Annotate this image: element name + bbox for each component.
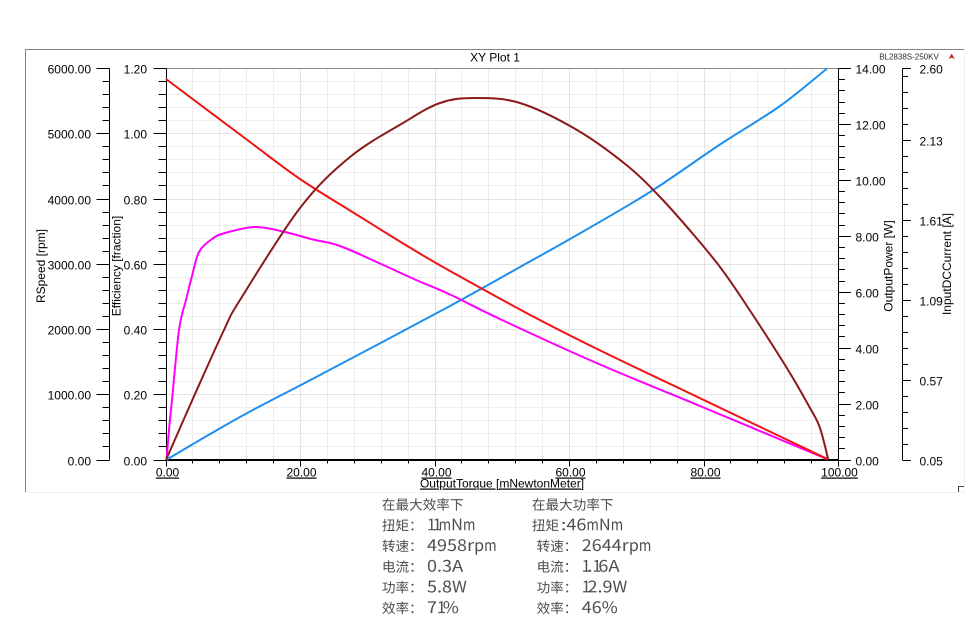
svg-text:1.09: 1.09 [920,294,944,308]
svg-text:0.60: 0.60 [124,258,148,272]
svg-text:5000.00: 5000.00 [48,127,92,141]
svg-text:0.05: 0.05 [920,454,944,468]
svg-text:12.00: 12.00 [856,118,886,132]
svg-text:InputDCCurrent [A]: InputDCCurrent [A] [940,213,954,315]
svg-text:20.00: 20.00 [286,466,316,480]
svg-text:0.40: 0.40 [124,323,148,337]
svg-text:4000.00: 4000.00 [48,193,92,207]
svg-text:100.00: 100.00 [821,466,858,480]
svg-text:0.57: 0.57 [920,374,944,388]
svg-text:6000.00: 6000.00 [48,62,92,76]
svg-text:3000.00: 3000.00 [48,258,92,272]
svg-text:0.20: 0.20 [124,388,148,402]
svg-text:BL2838S-250KV: BL2838S-250KV [879,53,939,62]
svg-text:1.20: 1.20 [124,62,148,76]
svg-text:OutputPower [W]: OutputPower [W] [882,220,896,311]
svg-text:10.00: 10.00 [856,174,886,188]
svg-text:0.00: 0.00 [124,454,148,468]
svg-text:80.00: 80.00 [690,466,720,480]
svg-text:14.00: 14.00 [856,62,886,76]
svg-text:1.61: 1.61 [920,214,944,228]
svg-text:2.13: 2.13 [920,134,944,148]
svg-text:RSpeed [rpm]: RSpeed [rpm] [34,229,48,303]
svg-text:0.80: 0.80 [124,193,148,207]
svg-text:0.00: 0.00 [68,454,92,468]
svg-text:2000.00: 2000.00 [48,323,92,337]
svg-text:0.00: 0.00 [856,454,880,468]
svg-text:Efficiency [fraction]: Efficiency [fraction] [110,216,124,317]
svg-text:XY Plot 1: XY Plot 1 [470,51,520,65]
svg-text:0.00: 0.00 [156,466,180,480]
svg-text:1.00: 1.00 [124,127,148,141]
svg-text:8.00: 8.00 [856,230,880,244]
svg-text:4.00: 4.00 [856,342,880,356]
svg-text:40.00: 40.00 [421,466,451,480]
svg-text:60.00: 60.00 [555,466,585,480]
svg-text:6.00: 6.00 [856,286,880,300]
svg-text:OutputTorque [mNewtonMeter]: OutputTorque [mNewtonMeter] [420,477,584,491]
svg-text:2.60: 2.60 [920,62,944,76]
svg-text:2.00: 2.00 [856,398,880,412]
svg-text:1000.00: 1000.00 [48,388,92,402]
